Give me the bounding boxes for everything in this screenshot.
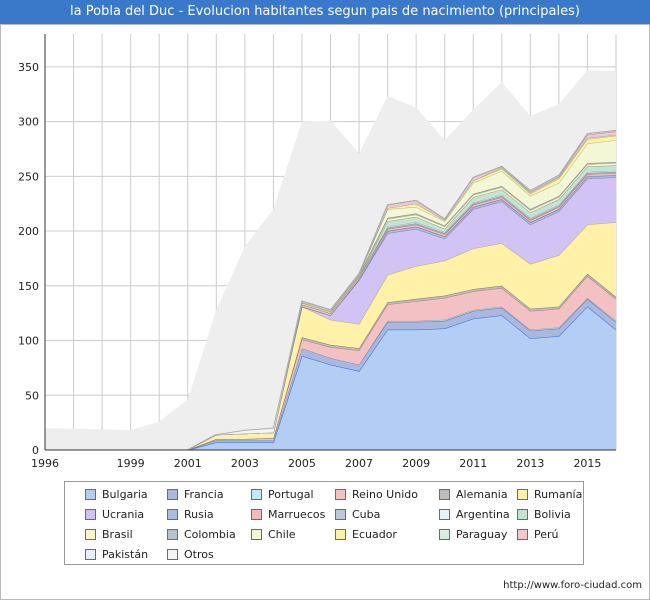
chart-legend: Bulgaria Francia Portugal Reino Unido Aleman… [64,481,584,565]
legend-item: Francia [167,488,224,502]
legend-label: Marruecos [268,508,326,521]
legend-label: Argentina [456,508,510,521]
axes [44,34,616,451]
legend-item: Bulgaria [85,488,148,502]
legend-swatch [167,528,178,540]
x-tick-label: 1996 [31,457,59,470]
legend-label: Alemania [456,488,508,501]
x-tick-label: 2005 [288,457,316,470]
legend-swatch [439,488,450,500]
y-tick-label: 150 [18,280,39,293]
legend-item: Alemania [439,488,508,502]
x-tick-label: 2007 [345,457,373,470]
legend-label: Otros [184,548,214,561]
legend-label: Pakistán [102,548,149,561]
legend-label: Brasil [102,528,133,541]
series-area-bulgaria [45,306,616,450]
legend-label: Cuba [352,508,381,521]
legend-label: Chile [268,528,296,541]
x-tick-label: 2015 [573,457,601,470]
legend-item: Argentina [439,508,510,522]
legend-item: Cuba [335,508,380,522]
legend-swatch [167,548,178,560]
y-tick-label: 100 [18,335,39,348]
legend-swatch [439,508,450,520]
x-tick-label: 1999 [117,457,145,470]
legend-swatch [85,528,96,540]
y-tick-label: 300 [18,116,39,129]
legend-label: Ecuador [352,528,397,541]
legend-swatch [335,508,346,520]
x-tick-label: 2003 [231,457,259,470]
legend-swatch [85,548,96,560]
series-area-rumanía [45,222,616,450]
legend-item: Reino Unido [335,488,418,502]
y-tick-label: 0 [32,444,39,457]
legend-swatch [251,528,262,540]
legend-swatch [335,488,346,500]
legend-swatch [335,528,346,540]
legend-item: Otros [167,548,214,562]
chart-title-bar: la Pobla del Duc - Evolucion habitantes … [0,0,650,24]
legend-item: Chile [251,528,296,542]
legend-label: Rusia [184,508,214,521]
legend-swatch [85,488,96,500]
y-tick-labels: 0 50 100 150 200 250 300 350 [18,61,39,457]
x-tick-label: 2011 [459,457,487,470]
legend-label: Rumanía [534,488,583,501]
legend-item: Rumanía [517,488,582,502]
legend-label: Bolivia [534,508,571,521]
x-tick-label: 2013 [516,457,544,470]
legend-label: Reino Unido [352,488,418,501]
source-url[interactable]: http://www.foro-ciudad.com [503,580,642,591]
legend-label: Colombia [184,528,236,541]
legend-label: Portugal [268,488,314,501]
legend-item: Bolivia [517,508,571,522]
legend-item: Ecuador [335,528,397,542]
legend-swatch [517,488,528,500]
x-tick-label: 2001 [174,457,202,470]
chart-title: la Pobla del Duc - Evolucion habitantes … [70,4,580,19]
legend-item: Marruecos [251,508,325,522]
y-tick-label: 50 [25,389,39,402]
x-tick-label: 2009 [402,457,430,470]
legend-label: Paraguay [456,528,508,541]
legend-item: Colombia [167,528,236,542]
legend-item: Brasil [85,528,133,542]
legend-label: Bulgaria [102,488,148,501]
legend-item: Pakistán [85,548,148,562]
legend-swatch [167,508,178,520]
y-tick-label: 350 [18,61,39,74]
legend-item: Portugal [251,488,314,502]
legend-swatch [167,488,178,500]
legend-item: Paraguay [439,528,507,542]
legend-swatch [251,488,262,500]
series-area-ucrania [45,177,616,450]
legend-swatch [517,508,528,520]
legend-swatch [251,508,262,520]
legend-swatch [85,508,96,520]
legend-swatch [439,528,450,540]
legend-swatch [517,528,528,540]
legend-label: Francia [184,488,224,501]
legend-item: Rusia [167,508,214,522]
legend-label: Perú [534,528,559,541]
y-tick-label: 200 [18,225,39,238]
legend-item: Ucrania [85,508,144,522]
legend-item: Perú [517,528,559,542]
y-tick-label: 250 [18,170,39,183]
legend-label: Ucrania [102,508,145,521]
x-tick-labels: 1996 1999 2001 2003 2005 2007 2009 2011 2013 2015 [31,457,601,470]
